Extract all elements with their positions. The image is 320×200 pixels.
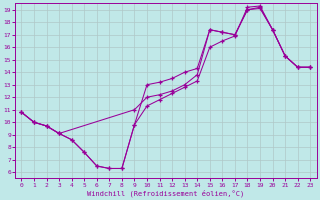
X-axis label: Windchill (Refroidissement éolien,°C): Windchill (Refroidissement éolien,°C): [87, 189, 244, 197]
